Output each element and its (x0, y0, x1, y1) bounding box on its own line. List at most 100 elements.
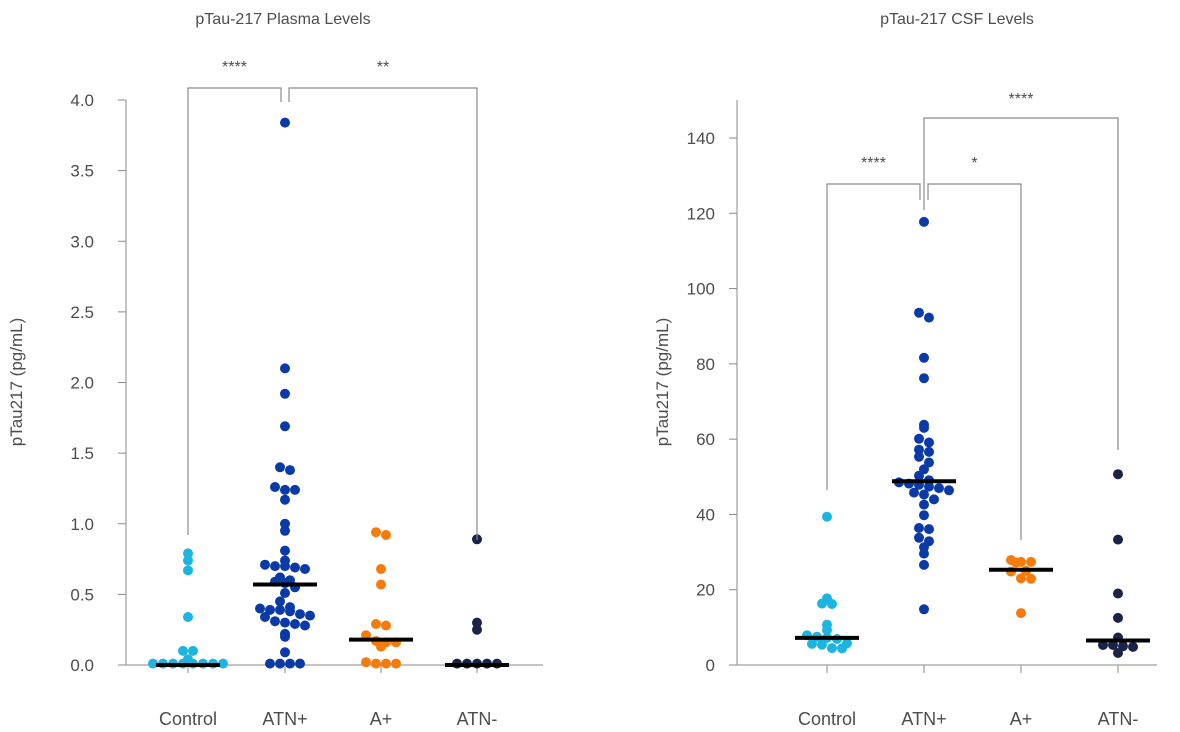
data-point-atn-negpos (275, 596, 285, 607)
y-tick-label: 20 (696, 581, 715, 600)
data-point-atn-negpos (280, 388, 290, 399)
data-point-atn-negpos (305, 610, 315, 621)
x-category-label: ATN+ (262, 709, 307, 729)
data-point-atn-neg (1113, 588, 1123, 599)
data-point-control (183, 612, 193, 622)
data-point-atn-negpos (919, 352, 929, 363)
y-axis-label: pTau217 (pg/mL) (653, 318, 672, 447)
significance-label: **** (1009, 91, 1034, 108)
data-point-atn-negpos (914, 532, 924, 543)
data-point-atn-neg (1113, 469, 1123, 480)
data-point-a-negpos (371, 619, 381, 629)
data-point-atn-negpos (270, 561, 280, 572)
data-point-atn-negpos (275, 604, 285, 615)
data-point-atn-negpos (275, 658, 285, 669)
data-point-a-negpos (376, 641, 386, 652)
data-point-control (807, 638, 817, 649)
data-point-atn-negpos (285, 606, 295, 617)
y-tick-label: 4.0 (70, 91, 94, 110)
data-point-atn-negpos (919, 373, 929, 384)
data-point-atn-negpos (295, 658, 305, 669)
data-point-atn-negpos (285, 658, 295, 669)
data-point-atn-negpos (934, 483, 944, 494)
x-category-label: A+ (1010, 709, 1033, 729)
data-point-atn-negpos (919, 559, 929, 570)
data-point-a-negpos (1026, 573, 1036, 584)
data-point-atn-negpos (924, 437, 934, 448)
data-point-control (183, 565, 193, 576)
y-tick-label: 140 (687, 129, 715, 148)
data-point-atn-negpos (914, 444, 924, 455)
data-point-control (183, 548, 193, 559)
data-point-atn-negpos (914, 433, 924, 444)
data-point-atn-negpos (919, 548, 929, 559)
data-point-atn-negpos (300, 620, 310, 631)
y-axis-label: pTau217 (pg/mL) (7, 318, 26, 447)
data-point-a-negpos (391, 658, 401, 669)
data-point-atn-negpos (280, 617, 290, 628)
data-point-atn-negpos (919, 499, 929, 510)
data-point-atn-negpos (300, 564, 310, 574)
data-point-atn-negpos (924, 481, 934, 492)
y-tick-label: 120 (687, 204, 715, 223)
data-point-atn-negpos (280, 484, 290, 495)
data-point-atn-negpos (270, 616, 280, 627)
data-point-control (837, 643, 847, 654)
significance-label: * (971, 155, 977, 172)
data-point-atn-negpos (924, 446, 934, 457)
y-tick-label: 1.5 (70, 444, 94, 463)
y-tick-label: 2.0 (70, 374, 94, 393)
data-point-a-negpos (1011, 557, 1021, 568)
data-point-atn-negpos (275, 462, 285, 473)
data-point-a-negpos (376, 564, 386, 574)
data-point-atn-negpos (914, 307, 924, 318)
data-point-atn-negpos (280, 631, 290, 642)
data-point-atn-negpos (280, 421, 290, 432)
data-point-control (218, 658, 228, 669)
data-point-atn-negpos (290, 562, 300, 573)
significance-bracket (826, 183, 921, 490)
x-category-label: ATN- (1098, 709, 1139, 729)
data-point-control (817, 639, 827, 650)
data-point-atn-negpos (265, 658, 275, 669)
significance-bracket (288, 87, 478, 540)
data-point-atn-negpos (929, 494, 939, 505)
data-point-atn-negpos (924, 524, 934, 535)
y-tick-label: 0 (706, 656, 715, 675)
data-point-atn-negpos (295, 609, 305, 620)
data-point-a-negpos (381, 658, 391, 669)
y-tick-label: 100 (687, 280, 715, 299)
data-point-atn-negpos (280, 494, 290, 505)
data-point-atn-negpos (914, 451, 924, 462)
data-point-a-negpos (1016, 608, 1026, 619)
data-point-control (178, 645, 188, 656)
data-point-atn-negpos (919, 422, 929, 433)
chart-title: pTau-217 CSF Levels (880, 11, 1034, 28)
significance-label: **** (222, 59, 247, 76)
data-point-atn-neg (472, 624, 482, 635)
data-point-atn-negpos (280, 545, 290, 556)
data-point-atn-negpos (914, 470, 924, 481)
significance-bracket (927, 183, 1022, 540)
plasma-levels-chart: pTau-217 Plasma Levels pTau217 (pg/mL) 0.0… (7, 11, 543, 729)
data-point-atn-neg (1113, 612, 1123, 623)
data-point-a-negpos (381, 530, 391, 540)
data-point-atn-neg (472, 617, 482, 628)
data-point-atn-negpos (280, 525, 290, 536)
y-tick-label: 3.5 (70, 162, 94, 181)
significance-bracket (187, 87, 282, 535)
data-point-atn-negpos (919, 216, 929, 227)
data-point-atn-negpos (260, 559, 270, 570)
significance-bracket (923, 117, 1119, 450)
data-point-control (827, 643, 837, 654)
x-category-label: ATN+ (901, 709, 946, 729)
x-category-label: A+ (370, 709, 393, 729)
significance-label: ** (377, 59, 389, 76)
data-point-atn-negpos (280, 561, 290, 572)
data-point-a-negpos (1016, 573, 1026, 584)
y-tick-label: 2.5 (70, 303, 94, 322)
data-point-atn-negpos (919, 604, 929, 615)
data-point-atn-negpos (280, 117, 290, 128)
y-tick-label: 0.0 (70, 656, 94, 675)
